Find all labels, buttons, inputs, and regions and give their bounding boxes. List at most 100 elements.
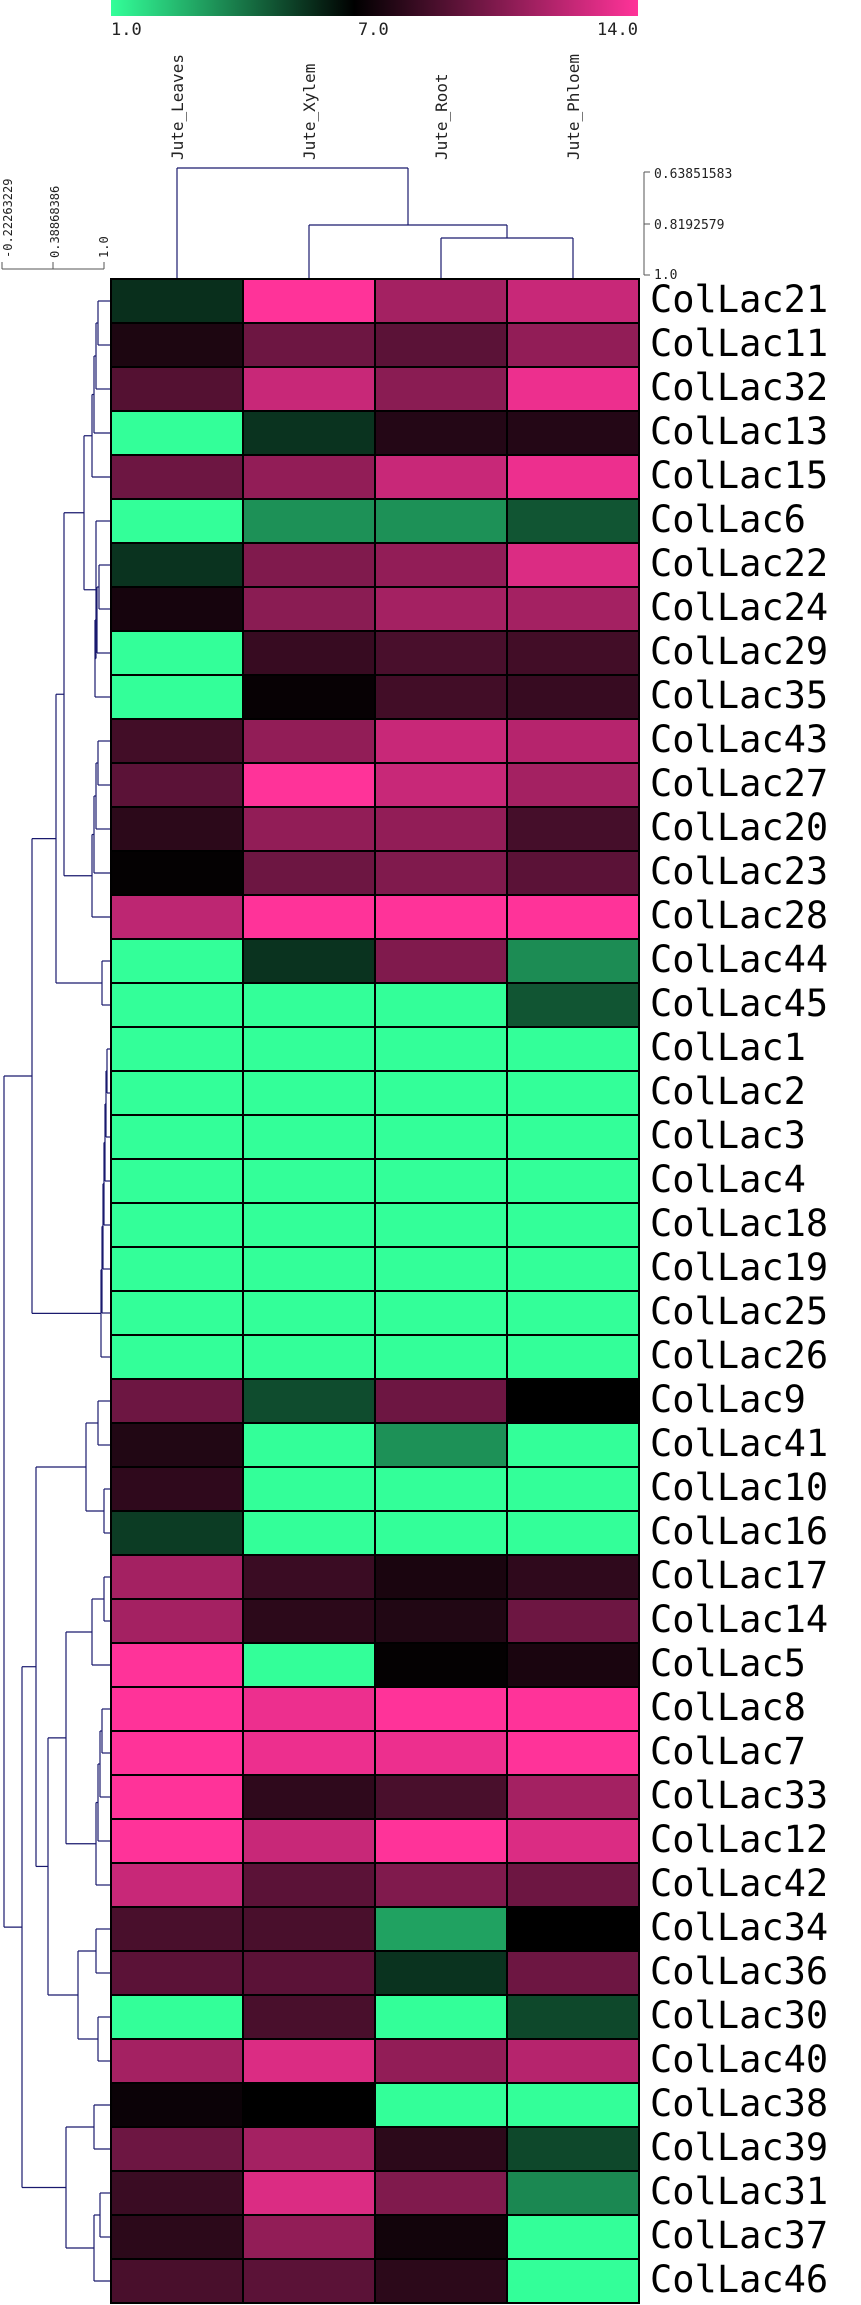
heatmap-cell: [374, 1554, 508, 1600]
heatmap-cell: [374, 1070, 508, 1116]
heatmap-cell: [242, 2038, 376, 2084]
heatmap-cell: [110, 586, 244, 632]
heatmap-cell: [110, 1378, 244, 1424]
row-label: ColLac28: [650, 894, 828, 937]
row-label: ColLac27: [650, 762, 828, 805]
heatmap-cell: [242, 278, 376, 324]
heatmap-cell: [110, 1862, 244, 1908]
heatmap-cell: [110, 542, 244, 588]
heatmap-cell: [374, 674, 508, 720]
heatmap-cell: [374, 1202, 508, 1248]
heatmap-cell: [506, 1114, 640, 1160]
row-dendrogram-scale: -0.22263229 0.38868386 1.0: [1, 179, 111, 270]
heatmap-cell: [374, 1114, 508, 1160]
heatmap-cell: [374, 366, 508, 412]
heatmap-cell: [110, 1290, 244, 1336]
heatmap-cell: [506, 1598, 640, 1644]
row-label: ColLac4: [650, 1158, 806, 1201]
heatmap-cell: [110, 850, 244, 896]
row-label: ColLac30: [650, 1994, 828, 2037]
heatmap-cell: [506, 718, 640, 764]
colorbar-mid-label: 7.0: [358, 20, 389, 40]
heatmap-cell: [110, 1774, 244, 1820]
heatmap-cell: [242, 1246, 376, 1292]
heatmap-cell: [242, 1598, 376, 1644]
row-label: ColLac17: [650, 1554, 828, 1597]
heatmap-cell: [110, 1642, 244, 1688]
heatmap-cell: [242, 762, 376, 808]
heatmap-cell: [110, 1158, 244, 1204]
heatmap-cell: [506, 982, 640, 1028]
heatmap-cell: [242, 1202, 376, 1248]
row-label: ColLac29: [650, 630, 828, 673]
heatmap-cell: [110, 630, 244, 676]
heatmap-cell: [506, 1774, 640, 1820]
heatmap-cell: [110, 2170, 244, 2216]
heatmap-cell: [242, 586, 376, 632]
heatmap-cell: [110, 806, 244, 852]
heatmap-cell: [110, 1114, 244, 1160]
heatmap-cell: [506, 1906, 640, 1952]
heatmap-cell: [110, 982, 244, 1028]
heatmap-cell: [506, 1510, 640, 1556]
heatmap-cell: [242, 2214, 376, 2260]
heatmap-cell: [506, 762, 640, 808]
heatmap-cell: [374, 1026, 508, 1072]
heatmap-cell: [242, 718, 376, 764]
heatmap-cell: [506, 366, 640, 412]
heatmap-cell: [242, 1994, 376, 2040]
heatmap-cell: [242, 454, 376, 500]
heatmap-cell: [242, 1730, 376, 1776]
heatmap-cell: [374, 1158, 508, 1204]
heatmap-cell: [506, 2214, 640, 2260]
row-label: ColLac32: [650, 366, 828, 409]
row-label: ColLac18: [650, 1202, 828, 1245]
heatmap-cell: [374, 2126, 508, 2172]
heatmap-cell: [110, 2258, 244, 2304]
row-label: ColLac36: [650, 1950, 828, 1993]
heatmap-cell: [242, 1070, 376, 1116]
heatmap-cell: [110, 1070, 244, 1116]
colorbar: [111, 0, 638, 16]
heatmap-cell: [242, 850, 376, 896]
row-label: ColLac16: [650, 1510, 828, 1553]
heatmap-cell: [242, 1026, 376, 1072]
heatmap-cell: [374, 2170, 508, 2216]
heatmap-cell: [506, 542, 640, 588]
heatmap-cell: [242, 1862, 376, 1908]
heatmap-cell: [110, 1422, 244, 1468]
heatmap-cell: [374, 2258, 508, 2304]
heatmap-cell: [374, 1422, 508, 1468]
heatmap-cell: [374, 1246, 508, 1292]
row-label: ColLac21: [650, 278, 828, 321]
heatmap-cell: [374, 454, 508, 500]
column-labels: Jute_Leaves Jute_Xylem Jute_Root Jute_Phloe…: [168, 54, 583, 160]
row-scale-tick-1: 0.38868386: [48, 186, 62, 258]
heatmap-cell: [374, 718, 508, 764]
row-label: ColLac42: [650, 1862, 828, 1905]
heatmap-cell: [374, 1950, 508, 1996]
heatmap-cell: [242, 1158, 376, 1204]
column-label: Jute_Root: [432, 73, 451, 160]
heatmap-cell: [374, 1774, 508, 1820]
heatmap-cell: [110, 1730, 244, 1776]
heatmap-cell: [374, 1686, 508, 1732]
column-dendrogram: [176, 167, 574, 279]
heatmap-cell: [110, 1334, 244, 1380]
heatmap-cell: [374, 1334, 508, 1380]
heatmap-cell: [374, 498, 508, 544]
heatmap-cell: [506, 806, 640, 852]
heatmap-cell: [374, 1730, 508, 1776]
row-label: ColLac2: [650, 1070, 806, 1113]
heatmap-cell: [374, 1510, 508, 1556]
heatmap-cell: [506, 1070, 640, 1116]
heatmap-cell: [242, 1378, 376, 1424]
heatmap-cell: [374, 850, 508, 896]
heatmap-cell: [374, 2214, 508, 2260]
heatmap-cell: [242, 1950, 376, 1996]
heatmap-cell: [242, 1686, 376, 1732]
heatmap-cell: [506, 2170, 640, 2216]
heatmap-cell: [374, 1642, 508, 1688]
heatmap-cell: [374, 322, 508, 368]
heatmap-cell: [374, 1818, 508, 1864]
